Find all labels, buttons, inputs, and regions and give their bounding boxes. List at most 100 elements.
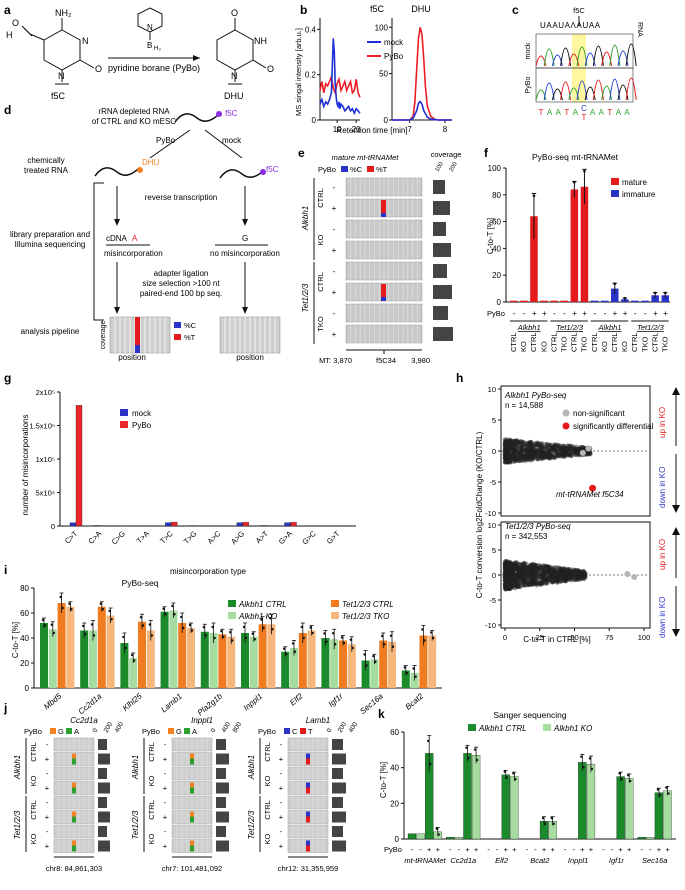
reaction-arrowhead <box>193 55 200 61</box>
j-legend-swatch <box>66 728 72 734</box>
data-dot <box>613 282 616 285</box>
data-dot <box>222 636 224 638</box>
data-dot <box>474 748 476 750</box>
scatter-point <box>520 440 525 445</box>
f-cond: CTRL <box>630 332 639 352</box>
k-title: Sanger sequencing <box>493 710 567 720</box>
bar-Tet1/2/3 CTRL <box>138 622 146 688</box>
d-position-right: position <box>236 353 264 362</box>
j-mark-a <box>306 783 310 788</box>
c-base: T <box>607 108 612 117</box>
data-dot <box>283 648 285 650</box>
j-gene: Inppl1 <box>191 716 213 725</box>
data-dot <box>582 766 584 768</box>
scatter-point <box>546 567 551 572</box>
j-legend-label: T <box>308 727 313 736</box>
data-dot <box>624 297 627 300</box>
f-cond: KO <box>620 341 629 352</box>
data-dot <box>591 768 593 770</box>
j-sign: + <box>45 755 50 764</box>
data-dot <box>59 596 61 598</box>
j-cov-bar <box>98 739 107 750</box>
y-tick-label: 60 <box>492 218 501 227</box>
k-pybo-sign: - <box>602 845 605 854</box>
b-ylabel: MS singal intensity [arb.u.] <box>294 28 303 116</box>
h-annotation: mt-tRNAMet f5C34 <box>556 490 624 499</box>
scatter-point <box>556 565 561 570</box>
h-legend-sig: significantly differential <box>573 422 654 431</box>
data-dot <box>171 605 173 607</box>
y-tick-label: 2x10⁵ <box>36 388 55 397</box>
scatter-point <box>513 440 518 445</box>
data-dot <box>182 627 184 629</box>
j-mark-a <box>190 783 194 788</box>
j-mark-b <box>306 846 310 852</box>
j-mark-b <box>72 759 76 765</box>
y-tick-label: 40 <box>390 764 399 773</box>
i-legend-1-swatch <box>228 600 236 607</box>
x-tick-label: Bcat2 <box>530 856 550 865</box>
k-pybo-sign: + <box>512 845 517 854</box>
f-cond: CTRL <box>509 332 518 352</box>
h-legend-ns-dot <box>563 410 570 417</box>
d-adapter-1: adapter ligation <box>154 269 209 278</box>
j-gene: Cc2d1a <box>70 716 98 725</box>
data-dot <box>659 794 661 796</box>
scatter-point <box>506 569 511 574</box>
data-dot <box>325 641 327 643</box>
d-coverage-mock <box>220 317 280 353</box>
c-base: A <box>616 108 622 117</box>
d-f5c-mock: f5C <box>266 165 279 174</box>
panel-label-c: c <box>512 3 519 17</box>
k-pybo-label: PyBo <box>384 845 402 854</box>
x-tick-label: Igf1r <box>609 856 625 865</box>
k-pybo-sign: - <box>487 845 490 854</box>
j-mark-a <box>190 754 194 759</box>
j-coord: chr12: 31,355,959 <box>278 864 338 873</box>
j-cov-tick: 400 <box>221 721 233 734</box>
bar-PyBo <box>171 522 177 526</box>
panel-label-k: k <box>378 707 385 721</box>
series-line-PyBo <box>320 77 360 97</box>
data-dot <box>162 608 164 610</box>
i-title: PyBo-seq <box>122 578 159 588</box>
f-pybo-sign: - <box>593 309 596 318</box>
data-dot <box>438 833 440 835</box>
f-group-label: Alkbh1 <box>598 323 622 332</box>
c-base-t: T <box>582 113 587 122</box>
e-cov-tick-200: 200 <box>449 161 460 173</box>
x-tick-label: Bcat2 <box>404 691 426 711</box>
scatter-point <box>530 443 535 448</box>
e-pybo: PyBo <box>318 165 336 174</box>
scatter-point <box>551 570 556 575</box>
data-dot <box>311 632 313 634</box>
j-cov-tick: 400 <box>114 721 126 734</box>
y-tick-label: 80 <box>492 191 501 200</box>
j-sub-label: CTRL <box>263 800 272 820</box>
scatter-point <box>544 453 549 458</box>
k-pybo-sign: - <box>611 845 614 854</box>
j-cov-bar <box>98 797 107 808</box>
e-cov-tick-100: 100 <box>435 161 446 173</box>
j-sub-label: KO <box>263 833 272 844</box>
k-legend-2-swatch <box>543 724 551 731</box>
y-tick-label: -5 <box>489 596 496 605</box>
i-legend-1: Alkbh1 CTRL <box>238 600 287 609</box>
data-dot <box>512 772 514 774</box>
bar-mature <box>520 301 528 302</box>
y-tick-label: 40 <box>20 634 29 643</box>
data-dot <box>149 623 151 625</box>
d-title-2: of CTRL and KO mESC <box>92 117 176 126</box>
d-title-1: rRNA depleted RNA <box>98 107 170 116</box>
bar-Tet1/2/3 CTRL <box>259 624 267 688</box>
j-mark-a <box>306 841 310 846</box>
j-cov-tick: 800 <box>232 721 244 734</box>
e-subgroup: CTRL <box>316 272 325 292</box>
data-dot <box>142 624 144 626</box>
j-group-label: Alkbh1 <box>13 755 22 780</box>
data-dot <box>654 292 657 295</box>
j-cov-bar <box>98 754 110 765</box>
bar-Alkbh1-KO-+ <box>664 791 672 839</box>
